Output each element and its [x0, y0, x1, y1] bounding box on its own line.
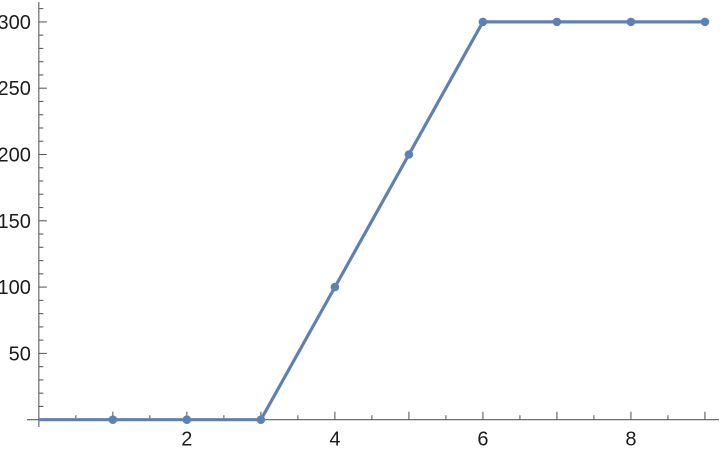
x-tick-label: 4 [329, 429, 340, 451]
data-point [626, 17, 636, 27]
y-tick-label: 50 [9, 343, 31, 365]
data-points [108, 17, 710, 425]
y-tick-label: 150 [0, 211, 31, 233]
x-axis: 2 4 6 8 [27, 411, 719, 451]
y-tick-label: 100 [0, 277, 31, 299]
series-line [38, 20, 705, 422]
data-point [404, 150, 414, 159]
data-point [256, 415, 266, 425]
x-tick-label: 8 [625, 429, 636, 451]
y-axis: 50 100 150 200 250 300 [0, 2, 47, 427]
y-tick-label: 200 [0, 144, 31, 166]
data-point [700, 17, 710, 27]
data-point [478, 17, 488, 27]
data-point [182, 415, 192, 425]
x-tick-label: 2 [181, 429, 192, 451]
y-tick-label: 300 [0, 12, 31, 34]
data-point [108, 415, 118, 425]
x-tick-label: 6 [477, 429, 488, 451]
series-series-1 [38, 17, 710, 425]
data-point [330, 282, 340, 292]
y-tick-label: 250 [0, 78, 31, 100]
data-point [552, 17, 562, 27]
